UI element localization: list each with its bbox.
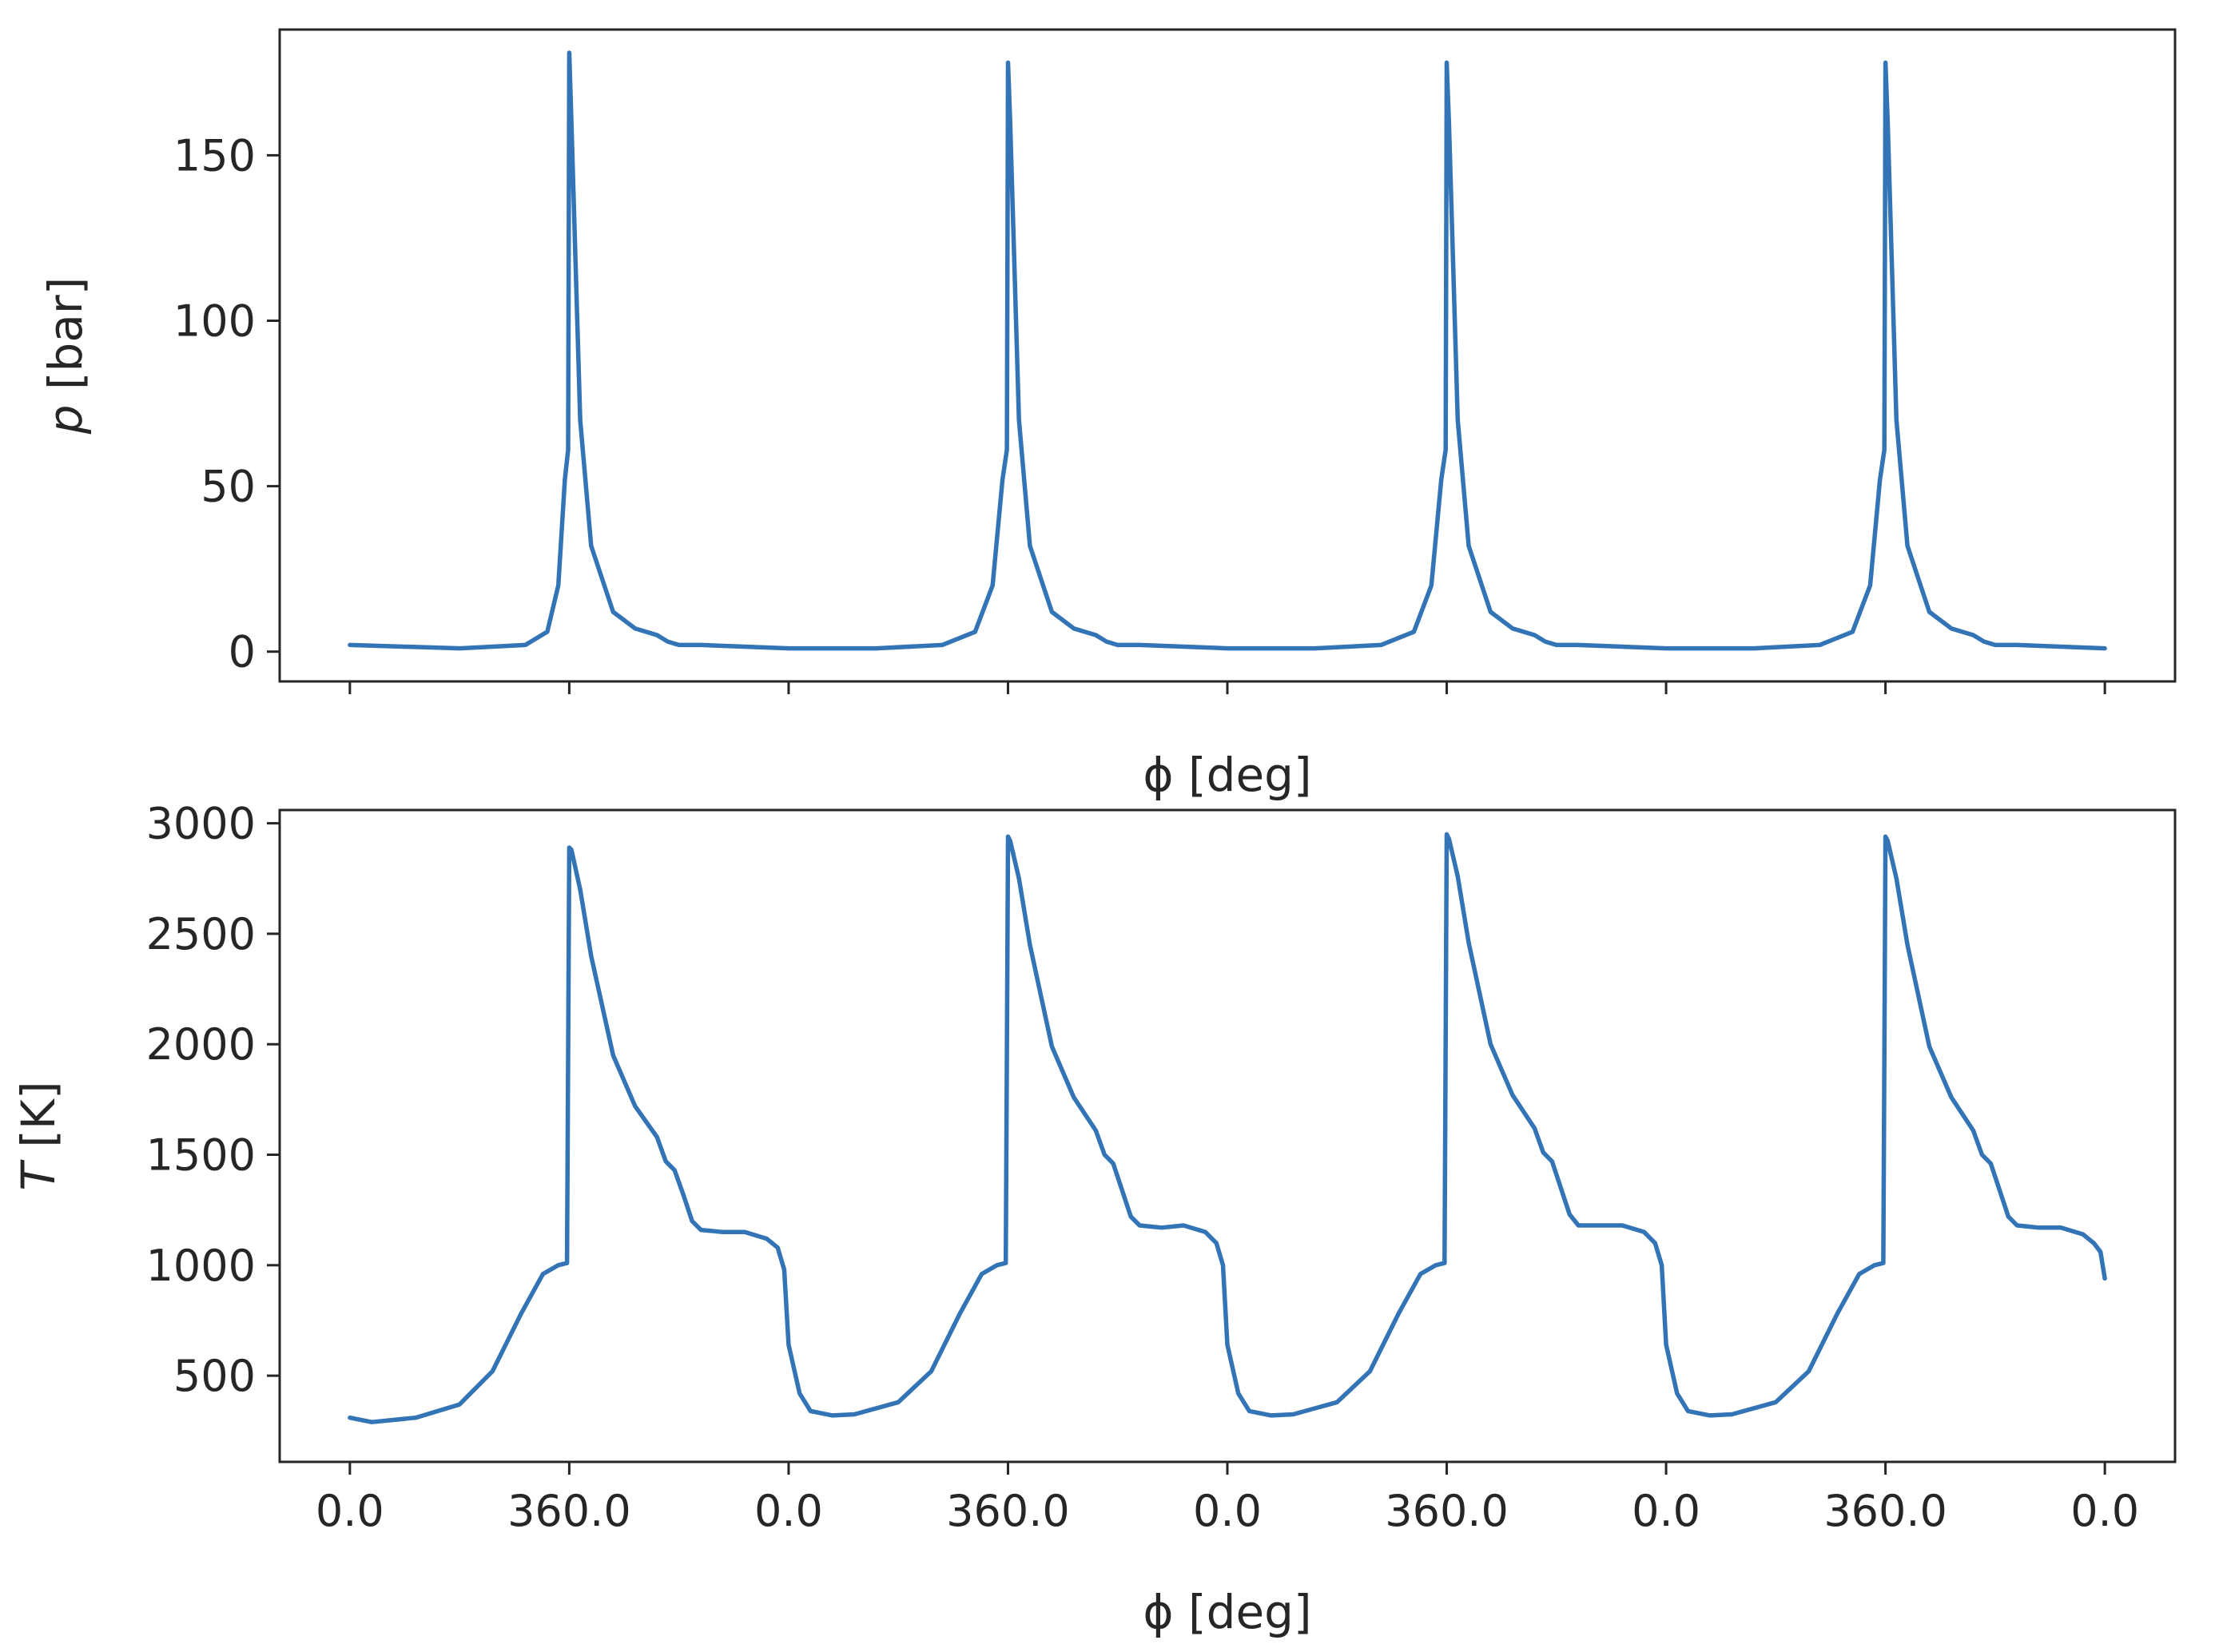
temperature-x-tick-label: 0.0 xyxy=(1632,1486,1700,1536)
pressure-panel: 0 50 100 150 ϕ [deg] p [bar] xyxy=(38,28,2177,802)
temperature-y-axis-symbol: T xyxy=(11,1159,66,1191)
pressure-axes-frame xyxy=(278,28,2177,683)
temperature-x-tick-label: 360.0 xyxy=(946,1486,1070,1536)
pressure-y-axis-unit: [bar] xyxy=(38,277,93,390)
temperature-x-tick-label: 0.0 xyxy=(2070,1486,2139,1536)
temperature-panel: 500 1000 1500 2000 2500 3000 0.0 360.0 0.0 360.0… xyxy=(11,799,2177,1639)
pressure-y-tick-label: 100 xyxy=(173,296,256,347)
temperature-y-axis-unit: [K] xyxy=(11,1081,66,1147)
temperature-x-axis-label: ϕ [deg] xyxy=(1143,1585,1311,1639)
temperature-y-ticks: 500 1000 1500 2000 2500 3000 xyxy=(146,799,280,1401)
pressure-x-ticks xyxy=(348,681,2106,694)
pressure-x-axis-label: ϕ [deg] xyxy=(1143,748,1311,802)
pressure-y-ticks: 0 50 100 150 xyxy=(173,130,280,677)
pressure-marks xyxy=(348,50,2107,651)
temperature-y-axis-label: T [K] xyxy=(11,1081,66,1190)
temperature-y-tick-label: 500 xyxy=(173,1351,256,1401)
pressure-y-tick-label: 50 xyxy=(201,462,256,512)
pressure-y-tick-label: 150 xyxy=(173,130,256,181)
temperature-y-tick-label: 2000 xyxy=(146,1019,256,1070)
pressure-y-tick-label: 0 xyxy=(229,627,256,677)
temperature-series-line-0 xyxy=(348,832,2107,1424)
temperature-x-ticks: 0.0 360.0 0.0 360.0 0.0 360.0 0.0 360.0 0.0 xyxy=(316,1462,2139,1536)
temperature-y-tick-label: 3000 xyxy=(146,799,256,849)
pressure-y-axis-label: p [bar] xyxy=(38,277,93,435)
temperature-marks xyxy=(348,832,2107,1424)
temperature-x-tick-label: 360.0 xyxy=(1823,1486,1947,1536)
temperature-x-tick-label: 360.0 xyxy=(507,1486,631,1536)
temperature-y-tick-label: 1500 xyxy=(146,1130,256,1181)
temperature-y-tick-label: 1000 xyxy=(146,1241,256,1291)
temperature-axes-frame xyxy=(278,808,2177,1463)
temperature-x-tick-label: 0.0 xyxy=(1193,1486,1262,1536)
pressure-y-axis-symbol: p xyxy=(38,405,93,435)
temperature-y-tick-label: 2500 xyxy=(146,909,256,959)
pressure-series-line-0 xyxy=(348,50,2107,651)
temperature-x-tick-label: 0.0 xyxy=(316,1486,384,1536)
temperature-x-tick-label: 0.0 xyxy=(754,1486,823,1536)
temperature-x-tick-label: 360.0 xyxy=(1385,1486,1509,1536)
